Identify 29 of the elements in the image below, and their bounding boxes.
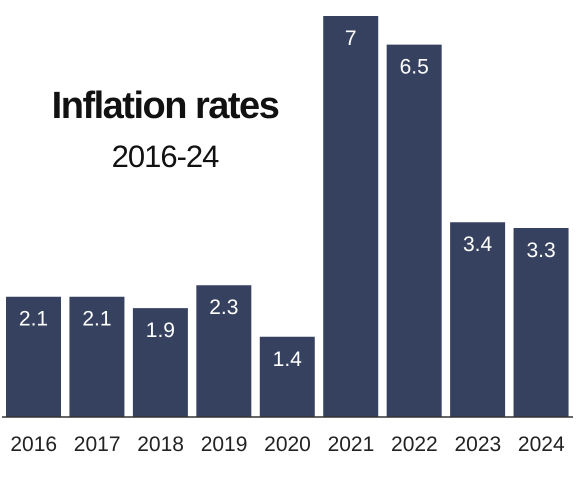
x-tick-label: 2017 <box>74 433 121 456</box>
data-label: 2.1 <box>82 308 112 331</box>
bar <box>69 296 124 417</box>
data-label: 7 <box>344 27 357 50</box>
bar <box>132 308 188 417</box>
data-label: 6.5 <box>400 56 429 79</box>
x-tick-label: 2022 <box>391 433 438 456</box>
bar <box>450 222 506 417</box>
bar <box>196 285 252 417</box>
x-tick-label: 2019 <box>200 433 248 456</box>
x-tick-label: 2016 <box>10 433 58 456</box>
bar <box>260 336 315 417</box>
x-tick-label: 2021 <box>328 433 374 456</box>
bar <box>6 296 61 417</box>
data-label: 3.4 <box>463 233 493 256</box>
data-label: 3.3 <box>526 238 556 262</box>
x-tick-label: 2018 <box>137 433 184 456</box>
x-tick-label: 2023 <box>454 433 502 456</box>
bar <box>386 44 442 417</box>
text: Inflation rates <box>50 84 280 128</box>
data-label: 1.4 <box>272 348 302 371</box>
data-label: 1.9 <box>146 319 175 342</box>
data-label: 2.1 <box>18 308 48 331</box>
bar <box>514 228 569 417</box>
x-tick-label: 2020 <box>264 433 311 456</box>
bar <box>323 16 378 417</box>
x-tick-label: 2024 <box>518 433 565 456</box>
data-label: 2.3 <box>209 296 238 320</box>
text: 2016-24 <box>110 138 220 176</box>
